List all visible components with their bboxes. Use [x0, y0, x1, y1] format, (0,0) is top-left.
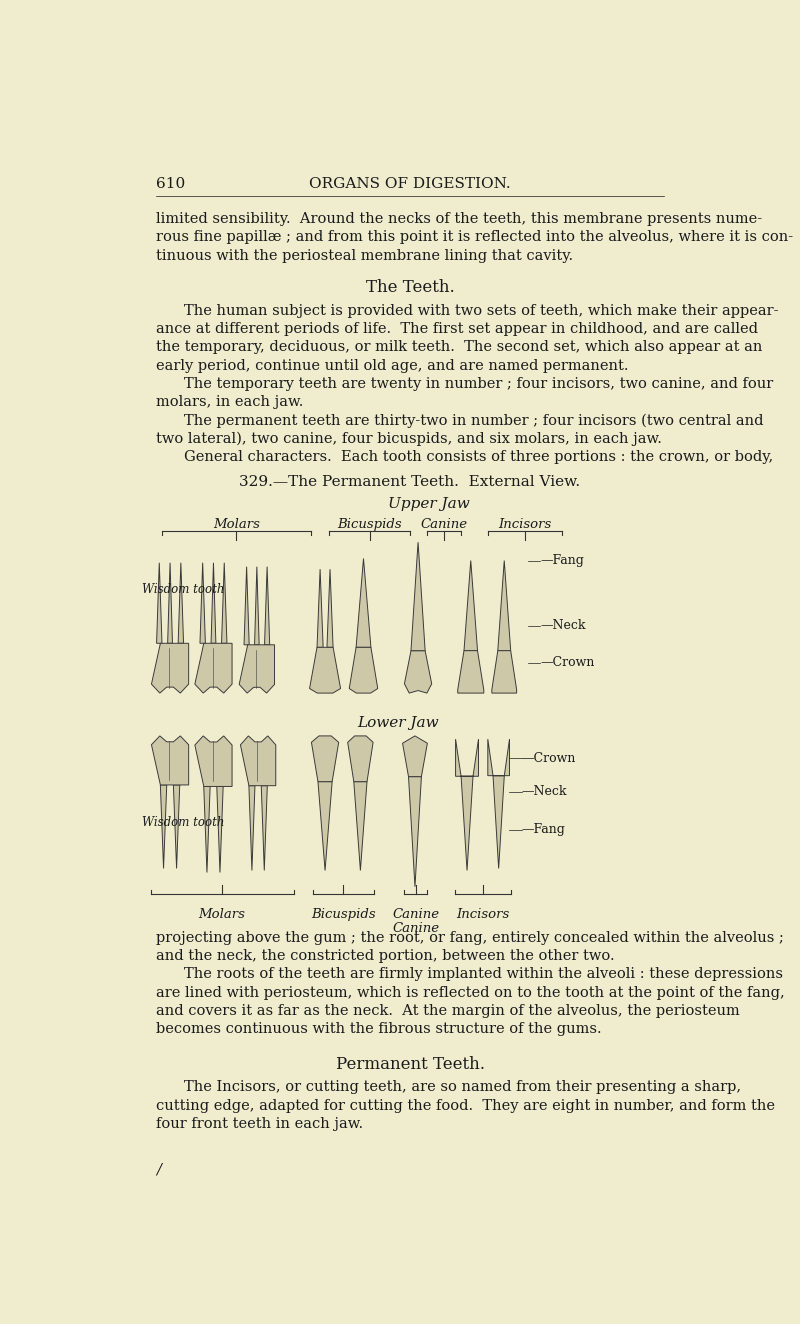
Polygon shape	[160, 785, 166, 869]
Text: Wisdom tooth: Wisdom tooth	[142, 583, 225, 596]
Text: —Fang: —Fang	[522, 824, 566, 837]
Polygon shape	[195, 643, 232, 692]
Text: becomes continuous with the fibrous structure of the gums.: becomes continuous with the fibrous stru…	[156, 1022, 602, 1037]
Text: 610: 610	[156, 177, 185, 191]
Polygon shape	[151, 643, 189, 692]
Polygon shape	[174, 785, 180, 869]
Polygon shape	[249, 785, 255, 870]
Text: are lined with periosteum, which is reflected on to the tooth at the point of th: are lined with periosteum, which is refl…	[156, 985, 785, 1000]
Polygon shape	[402, 736, 427, 777]
Text: Bicuspids: Bicuspids	[338, 518, 402, 531]
Polygon shape	[239, 645, 274, 692]
Polygon shape	[492, 650, 517, 692]
Polygon shape	[310, 647, 341, 692]
Text: The Teeth.: The Teeth.	[366, 279, 454, 297]
Polygon shape	[498, 560, 510, 650]
Text: Canine: Canine	[392, 908, 439, 922]
Polygon shape	[488, 739, 510, 776]
Text: /: /	[156, 1162, 161, 1176]
Text: —Crown: —Crown	[540, 655, 594, 669]
Polygon shape	[458, 650, 484, 692]
Polygon shape	[195, 736, 232, 786]
Polygon shape	[200, 563, 206, 643]
Text: The roots of the teeth are firmly implanted within the alveoli : these depressio: The roots of the teeth are firmly implan…	[184, 968, 782, 981]
Polygon shape	[461, 776, 473, 870]
Text: four front teeth in each jaw.: four front teeth in each jaw.	[156, 1117, 363, 1131]
Text: ance at different periods of life.  The first set appear in childhood, and are c: ance at different periods of life. The f…	[156, 322, 758, 336]
Polygon shape	[311, 736, 338, 781]
Polygon shape	[262, 785, 267, 870]
Text: The human subject is provided with two sets of teeth, which make their appear-: The human subject is provided with two s…	[184, 303, 778, 318]
Polygon shape	[241, 736, 276, 785]
Text: early period, continue until old age, and are named permanent.: early period, continue until old age, an…	[156, 359, 628, 372]
Text: Molars: Molars	[198, 908, 246, 922]
Text: two lateral), two canine, four bicuspids, and six molars, in each jaw.: two lateral), two canine, four bicuspids…	[156, 432, 662, 446]
Text: molars, in each jaw.: molars, in each jaw.	[156, 396, 303, 409]
Text: Lower Jaw: Lower Jaw	[357, 715, 438, 730]
Polygon shape	[204, 786, 210, 873]
Text: Incisors: Incisors	[456, 908, 509, 922]
Polygon shape	[318, 781, 332, 870]
Text: The permanent teeth are thirty-two in number ; four incisors (two central and: The permanent teeth are thirty-two in nu…	[184, 413, 763, 428]
Text: cutting edge, adapted for cutting the food.  They are eight in number, and form : cutting edge, adapted for cutting the fo…	[156, 1099, 774, 1113]
Text: Upper Jaw: Upper Jaw	[388, 498, 470, 511]
Text: limited sensibility.  Around the necks of the teeth, this membrane presents nume: limited sensibility. Around the necks of…	[156, 212, 762, 226]
Polygon shape	[348, 736, 373, 781]
Text: and the neck, the constricted portion, between the other two.: and the neck, the constricted portion, b…	[156, 949, 614, 963]
Polygon shape	[411, 543, 425, 651]
Text: the temporary, deciduous, or milk teeth.  The second set, which also appear at a: the temporary, deciduous, or milk teeth.…	[156, 340, 762, 355]
Polygon shape	[350, 647, 378, 692]
Polygon shape	[327, 569, 333, 647]
Text: Incisors: Incisors	[498, 518, 551, 531]
Polygon shape	[354, 781, 367, 870]
Text: rous fine papillæ ; and from this point it is reflected into the alveolus, where: rous fine papillæ ; and from this point …	[156, 230, 793, 244]
Polygon shape	[493, 776, 504, 869]
Text: General characters.  Each tooth consists of three portions : the crown, or body,: General characters. Each tooth consists …	[184, 450, 773, 465]
Text: —Neck: —Neck	[540, 620, 586, 633]
Polygon shape	[244, 567, 249, 645]
Polygon shape	[157, 563, 162, 643]
Text: Bicuspids: Bicuspids	[310, 908, 375, 922]
Text: tinuous with the periosteal membrane lining that cavity.: tinuous with the periosteal membrane lin…	[156, 249, 573, 262]
Polygon shape	[254, 567, 259, 645]
Polygon shape	[405, 651, 432, 692]
Polygon shape	[178, 563, 183, 643]
Text: —Fang: —Fang	[540, 553, 584, 567]
Polygon shape	[211, 563, 216, 643]
Polygon shape	[464, 560, 478, 650]
Text: Permanent Teeth.: Permanent Teeth.	[335, 1057, 485, 1072]
Text: and covers it as far as the neck.  At the margin of the alveolus, the periosteum: and covers it as far as the neck. At the…	[156, 1004, 739, 1018]
Text: Molars: Molars	[213, 518, 260, 531]
Polygon shape	[317, 569, 323, 647]
Polygon shape	[455, 739, 478, 776]
Text: Wisdom tooth: Wisdom tooth	[142, 816, 225, 829]
Text: —Crown: —Crown	[522, 752, 576, 765]
Text: The temporary teeth are twenty in number ; four incisors, two canine, and four: The temporary teeth are twenty in number…	[184, 377, 773, 391]
Text: The Incisors, or cutting teeth, are so named from their presenting a sharp,: The Incisors, or cutting teeth, are so n…	[184, 1080, 741, 1095]
Polygon shape	[409, 777, 422, 887]
Polygon shape	[168, 563, 173, 643]
Polygon shape	[217, 786, 223, 873]
Text: —Neck: —Neck	[522, 785, 567, 798]
Polygon shape	[222, 563, 227, 643]
Text: Canine: Canine	[392, 923, 439, 936]
Text: ORGANS OF DIGESTION.: ORGANS OF DIGESTION.	[309, 177, 511, 191]
Polygon shape	[151, 736, 189, 785]
Text: 329.—The Permanent Teeth.  External View.: 329.—The Permanent Teeth. External View.	[239, 475, 581, 489]
Polygon shape	[265, 567, 270, 645]
Polygon shape	[356, 559, 371, 647]
Text: projecting above the gum ; the root, or fang, entirely concealed within the alve: projecting above the gum ; the root, or …	[156, 931, 784, 944]
Text: Canine: Canine	[421, 518, 468, 531]
